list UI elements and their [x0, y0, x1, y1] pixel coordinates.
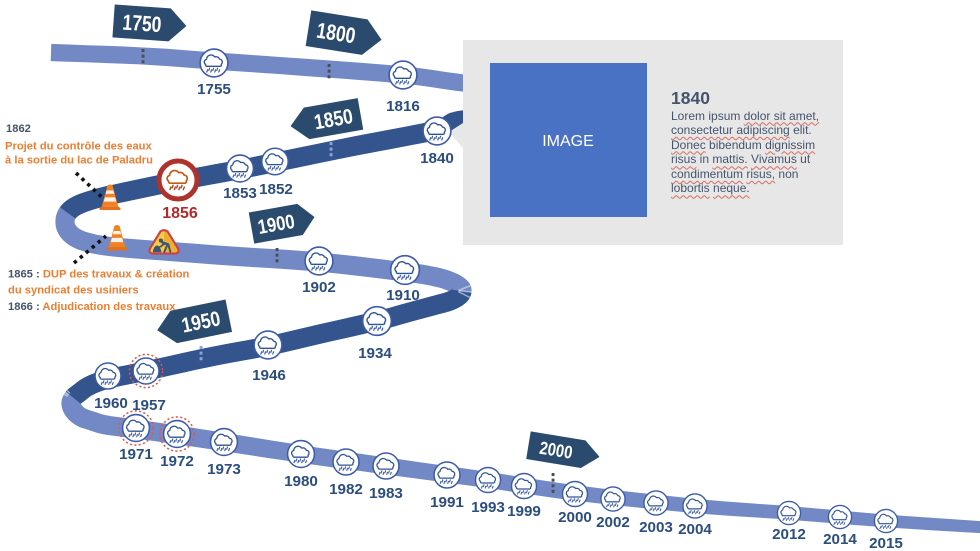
svg-text:1982: 1982	[329, 481, 363, 498]
svg-text:1840: 1840	[420, 150, 454, 167]
svg-text:du syndicat des usiniers: du syndicat des usiniers	[8, 285, 139, 297]
svg-text:1946: 1946	[252, 367, 286, 384]
svg-text:2012: 2012	[772, 526, 806, 543]
svg-text:1866 : Adjudication des travau: 1866 : Adjudication des travaux	[8, 301, 176, 313]
svg-text:IMAGE: IMAGE	[542, 133, 594, 150]
svg-text:1852: 1852	[259, 181, 293, 198]
svg-text:1902: 1902	[302, 279, 336, 296]
svg-text:1999: 1999	[507, 503, 541, 520]
svg-text:2002: 2002	[596, 514, 630, 531]
svg-text:1934: 1934	[358, 345, 392, 362]
svg-text:2000: 2000	[558, 509, 592, 526]
svg-text:1750: 1750	[122, 10, 163, 38]
svg-text:1840: 1840	[671, 88, 710, 108]
svg-text:1957: 1957	[132, 397, 166, 414]
svg-text:2004: 2004	[678, 521, 712, 538]
svg-text:à la sortie du lac de Paladru: à la sortie du lac de Paladru	[5, 155, 153, 167]
svg-text:1910: 1910	[386, 287, 420, 304]
svg-text:2003: 2003	[639, 519, 673, 536]
svg-text:1816: 1816	[386, 98, 420, 115]
svg-text:1972: 1972	[160, 453, 194, 470]
svg-text:1983: 1983	[369, 485, 403, 502]
svg-text:1856: 1856	[162, 205, 198, 222]
svg-text:2015: 2015	[869, 535, 903, 551]
svg-text:2014: 2014	[823, 531, 857, 548]
svg-text:1991: 1991	[430, 494, 464, 511]
svg-text:1973: 1973	[207, 461, 241, 478]
svg-text:1971: 1971	[119, 446, 153, 463]
svg-text:1993: 1993	[471, 499, 505, 516]
svg-text:1980: 1980	[284, 473, 318, 490]
svg-text:1800: 1800	[315, 18, 357, 49]
svg-text:1960: 1960	[94, 395, 128, 412]
svg-text:1853: 1853	[223, 185, 257, 202]
svg-text:1865 : DUP des travaux & créat: 1865 : DUP des travaux & création	[8, 269, 190, 281]
svg-text:Projet du contrôle des eaux: Projet du contrôle des eaux	[5, 141, 152, 153]
svg-text:1755: 1755	[197, 81, 231, 98]
svg-text:1862: 1862	[6, 123, 31, 135]
